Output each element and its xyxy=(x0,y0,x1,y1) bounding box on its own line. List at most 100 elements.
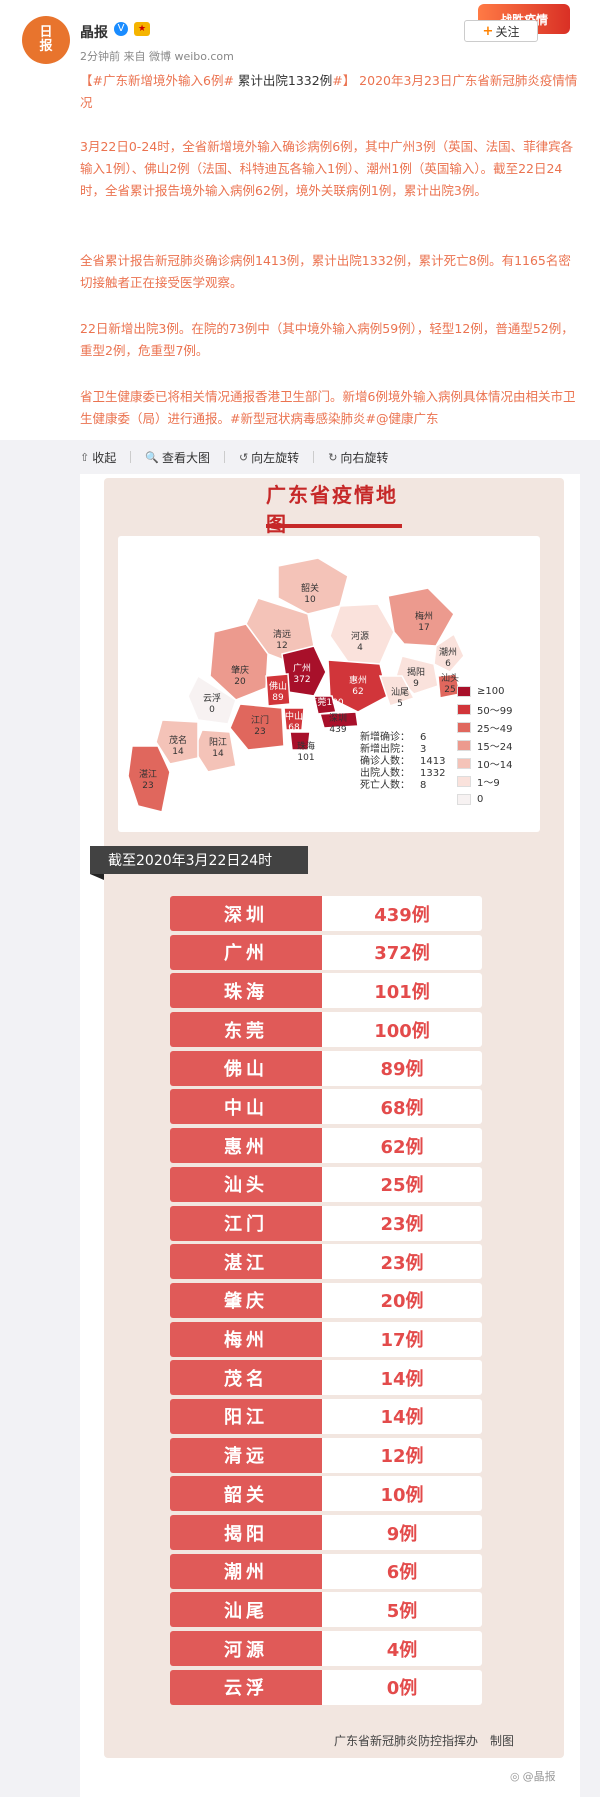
case-count-cell: 25例 xyxy=(322,1166,482,1202)
city-name-cell: 深圳 xyxy=(170,896,322,931)
city-value: 9 xyxy=(413,679,419,689)
city-value: 100 xyxy=(326,698,344,708)
city-name: 潮州 xyxy=(438,648,458,658)
rotate-right-button[interactable]: ↻ 向右旋转 xyxy=(328,449,388,466)
stat-row: 确诊人数： 1413 xyxy=(360,756,460,768)
stat-value: 8 xyxy=(420,780,427,791)
city-name-cell: 梅州 xyxy=(170,1321,322,1357)
hashtag-close[interactable]: #】 xyxy=(332,73,356,88)
city-name: 清远 xyxy=(272,630,292,640)
collapse-icon: ⇧ xyxy=(80,450,90,464)
case-count-cell: 14例 xyxy=(322,1360,482,1396)
legend-item: 50～99 xyxy=(457,700,512,718)
region-huizhou xyxy=(327,659,389,713)
legend-label: ≥100 xyxy=(477,685,505,697)
stat-row: 出院人数： 1332 xyxy=(360,768,460,780)
map-label-maoming: 茂名 14 xyxy=(169,736,187,758)
city-name: 湛江 xyxy=(138,770,158,780)
infographic-card: 广东省疫情地图 xyxy=(90,478,564,1758)
legend-swatch xyxy=(457,703,471,715)
map-label-guangzhou: 广州 372 xyxy=(293,664,311,686)
city-value: 89 xyxy=(272,693,284,703)
case-count-cell: 17例 xyxy=(322,1321,482,1357)
guangdong-map: 韶关 10 清远 12 河源 4 梅州 17 潮州 6 揭阳 9 汕头 25 肇庆 20 广州 3… xyxy=(118,536,540,832)
stat-key: 出院人数： xyxy=(360,768,410,779)
table-row: 中山 68例 xyxy=(170,1089,482,1125)
city-name-cell: 阳江 xyxy=(170,1398,322,1434)
search-icon: 🔍 xyxy=(145,450,159,464)
post-image[interactable]: 广东省疫情地图 xyxy=(80,474,580,1797)
table-row: 清远 12例 xyxy=(170,1437,482,1473)
image-toolbar: ⇧ 收起 🔍 查看大图 ↺ 向左旋转 ↻ 向右旋转 xyxy=(0,440,600,474)
headline-date: 2020年3月23日广东省新冠肺炎疫情情况 xyxy=(80,73,578,110)
region-zhanjiang xyxy=(127,745,171,813)
city-value: 372 xyxy=(293,675,311,685)
divider xyxy=(223,451,225,463)
mention-link[interactable]: @健康广东 xyxy=(375,411,439,426)
region-foshan xyxy=(265,673,291,707)
region-shanwei xyxy=(378,675,416,707)
hashtag-link[interactable]: #新型冠状病毒感染肺炎# xyxy=(230,411,376,426)
region-shenzhen xyxy=(319,711,359,729)
table-row: 汕尾 5例 xyxy=(170,1592,482,1628)
city-name: 梅州 xyxy=(414,612,434,622)
collapse-button[interactable]: ⇧ 收起 xyxy=(80,449,116,466)
legend-label: 50～99 xyxy=(477,705,513,717)
region-yunfu xyxy=(187,674,237,725)
case-count-cell: 0例 xyxy=(322,1669,482,1705)
region-zhuhai xyxy=(289,731,311,751)
username[interactable]: 晶报 xyxy=(80,25,108,41)
legend-swatch xyxy=(457,757,471,769)
map-label-shenzhen: 深圳 439 xyxy=(329,714,347,736)
post-paragraph-5: 省卫生健康委已将相关情况通报香港卫生部门。新增6例境外输入病例具体情况由相关市卫… xyxy=(80,386,580,430)
case-count-cell: 439例 xyxy=(322,896,482,931)
map-label-chaozhou: 潮州 6 xyxy=(439,648,457,670)
region-zhongshan xyxy=(283,707,305,731)
city-name: 河源 xyxy=(350,632,370,642)
stat-value: 1413 xyxy=(420,756,446,767)
city-value: 62 xyxy=(352,687,364,697)
view-large-button[interactable]: 🔍 查看大图 xyxy=(145,449,210,466)
city-name: 东莞 xyxy=(308,698,327,708)
city-value: 12 xyxy=(276,641,288,651)
city-name-cell: 汕尾 xyxy=(170,1592,322,1628)
headline-text: 累计出院1332例 xyxy=(233,73,333,88)
case-count-cell: 372例 xyxy=(322,934,482,970)
city-value: 23 xyxy=(254,727,266,737)
city-name-cell: 清远 xyxy=(170,1437,322,1473)
post-meta: 2分钟前 来自 微博 weibo.com xyxy=(80,50,234,63)
stat-key: 死亡人数： xyxy=(360,780,410,791)
map-label-shaoguan: 韶关 10 xyxy=(301,584,319,606)
hashtag-link[interactable]: #广东新增境外输入6例# xyxy=(92,73,234,88)
map-label-zhanjiang: 湛江 23 xyxy=(139,770,157,792)
map-label-heyuan: 河源 4 xyxy=(351,632,369,654)
rotate-left-button[interactable]: ↺ 向左旋转 xyxy=(239,449,299,466)
stat-row: 新增确诊： 6 xyxy=(360,732,460,744)
region-chaozhou xyxy=(433,632,465,673)
collapse-label: 收起 xyxy=(92,450,117,465)
case-count-cell: 101例 xyxy=(322,973,482,1009)
map-label-zhongshan: 中山 68 xyxy=(285,712,303,734)
city-name-cell: 云浮 xyxy=(170,1669,322,1705)
city-name-cell: 中山 xyxy=(170,1089,322,1125)
weibo-post: 日报 晶报 V ★ 2分钟前 来自 微博 weibo.com 战胜疫情 +关注 … xyxy=(0,0,600,440)
table-row: 河源 4例 xyxy=(170,1631,482,1667)
city-value: 25 xyxy=(444,685,456,695)
stat-key: 新增出院： xyxy=(360,744,410,755)
avatar[interactable]: 日报 xyxy=(22,16,70,64)
case-count-cell: 23例 xyxy=(322,1205,482,1241)
city-value: 14 xyxy=(172,747,184,757)
follow-button[interactable]: + 关注 xyxy=(464,20,538,42)
city-name: 珠海 xyxy=(296,742,316,752)
post-paragraph-4: 22日新增出院3例。在院的73例中（其中境外输入病例59例），轻型12例，普通型… xyxy=(80,321,574,358)
legend-item: 25～49 xyxy=(457,718,512,736)
para5-text: 省卫生健康委已将相关情况通报香港卫生部门。新增6例境外输入病例具体情况由相关市卫… xyxy=(80,389,576,426)
table-row: 云浮 0例 xyxy=(170,1669,482,1705)
city-name-cell: 惠州 xyxy=(170,1128,322,1164)
case-count-cell: 5例 xyxy=(322,1592,482,1628)
legend-item: ≥100 xyxy=(457,682,512,700)
city-name-cell: 珠海 xyxy=(170,973,322,1009)
city-name: 汕头 xyxy=(440,674,460,684)
city-name: 阳江 xyxy=(208,738,228,748)
